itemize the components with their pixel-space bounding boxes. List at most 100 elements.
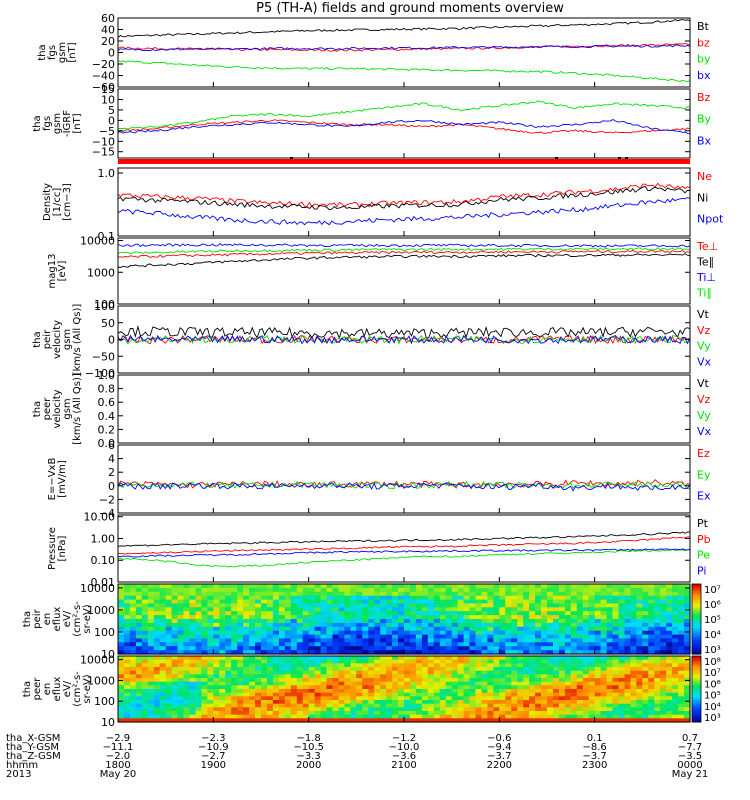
- heatmap-cell: [141, 714, 149, 719]
- heatmap-cell: [344, 692, 351, 697]
- heatmap-cell: [392, 711, 399, 716]
- heatmap-cell: [344, 689, 351, 694]
- heatmap-cell: [606, 714, 614, 719]
- heatmap-cell: [231, 656, 238, 661]
- heatmap-cell: [475, 700, 483, 705]
- heatmap-cell: [278, 611, 286, 616]
- heatmap-cell: [451, 667, 459, 672]
- heatmap-cell: [278, 692, 286, 697]
- heatmap-cell: [427, 696, 435, 701]
- heatmap-cell: [463, 642, 471, 647]
- colorbar-cell: [692, 631, 701, 634]
- heatmap-cell: [124, 681, 131, 686]
- heatmap-cell: [350, 646, 357, 651]
- heatmap-cell: [225, 656, 232, 661]
- heatmap-cell: [433, 642, 441, 647]
- heatmap-cell: [374, 681, 381, 686]
- heatmap-cell: [278, 607, 286, 612]
- heatmap-cell: [505, 646, 512, 651]
- heatmap-cell: [225, 685, 232, 690]
- heatmap-cell: [433, 689, 441, 694]
- heatmap-cell: [475, 714, 483, 719]
- heatmap-cell: [678, 692, 685, 697]
- heatmap-cell: [272, 619, 280, 624]
- heatmap-cell: [481, 711, 489, 716]
- heatmap-cell: [118, 630, 125, 636]
- heatmap-cell: [421, 650, 429, 655]
- heatmap-cell: [517, 689, 524, 694]
- heatmap-cell: [147, 663, 155, 668]
- heatmap-cell: [249, 642, 256, 647]
- xaxis-value: −10.5: [293, 742, 324, 753]
- heatmap-cell: [267, 703, 274, 708]
- heatmap-cell: [463, 667, 471, 672]
- heatmap-cell: [207, 685, 214, 690]
- ytick-label: 1.00: [91, 532, 116, 545]
- heatmap-cell: [129, 599, 137, 605]
- heatmap-cell: [511, 663, 518, 668]
- heatmap-cell: [392, 611, 399, 616]
- heatmap-cell: [529, 703, 536, 708]
- heatmap-cell: [386, 692, 393, 697]
- heatmap-cell: [386, 663, 393, 668]
- heatmap-cell: [654, 707, 661, 712]
- heatmap-cell: [219, 642, 226, 647]
- heatmap-cell: [255, 626, 262, 632]
- heatmap-cell: [475, 656, 483, 661]
- heatmap-cell: [564, 714, 572, 719]
- heatmap-cell: [564, 656, 572, 661]
- heatmap-cell: [195, 696, 203, 701]
- heatmap-cell: [511, 692, 518, 697]
- heatmap-cell: [523, 696, 530, 701]
- heatmap-cell: [386, 634, 393, 640]
- heatmap-cell: [302, 656, 310, 661]
- heatmap-cell: [362, 595, 369, 601]
- heatmap-cell: [594, 711, 602, 716]
- heatmap-cell: [302, 587, 310, 593]
- heatmap-cell: [380, 718, 387, 723]
- heatmap-cell: [648, 663, 655, 668]
- heatmap-cell: [249, 626, 256, 632]
- heatmap-cell: [558, 591, 566, 597]
- heatmap-cell: [469, 607, 477, 612]
- heatmap-cell: [535, 674, 542, 679]
- heatmap-cell: [660, 696, 667, 701]
- heatmap-cell: [427, 584, 435, 589]
- heatmap-cell: [481, 626, 489, 632]
- heatmap-cell: [553, 659, 560, 664]
- heatmap-cell: [308, 700, 316, 705]
- heatmap-cell: [290, 599, 298, 605]
- heatmap-cell: [165, 587, 173, 593]
- heatmap-cell: [350, 659, 357, 664]
- heatmap-cell: [582, 696, 590, 701]
- heatmap-cell: [356, 587, 363, 593]
- heatmap-cell: [350, 711, 357, 716]
- heatmap-cell: [225, 670, 232, 675]
- heatmap-cell: [439, 603, 447, 608]
- heatmap-cell: [612, 630, 620, 636]
- heatmap-cell: [523, 611, 530, 616]
- heatmap-cell: [249, 718, 256, 723]
- heatmap-cell: [421, 619, 429, 624]
- heatmap-cell: [499, 656, 506, 661]
- heatmap-cell: [290, 685, 298, 690]
- heatmap-cell: [189, 584, 197, 589]
- heatmap-cell: [505, 674, 512, 679]
- ylabel-line: Pressure: [47, 527, 58, 570]
- heatmap-cell: [570, 619, 578, 624]
- heatmap-cell: [445, 595, 453, 601]
- heatmap-cell: [564, 663, 572, 668]
- heatmap-cell: [290, 692, 298, 697]
- heatmap-cell: [421, 615, 429, 620]
- heatmap-cell: [171, 584, 179, 589]
- heatmap-cell: [648, 638, 655, 643]
- heatmap-cell: [398, 681, 405, 686]
- heatmap-cell: [141, 611, 149, 616]
- heatmap-cell: [386, 703, 393, 708]
- heatmap-cell: [368, 670, 375, 675]
- heatmap-cell: [535, 611, 542, 616]
- heatmap-cell: [302, 599, 310, 605]
- heatmap-cell: [350, 626, 357, 632]
- x-axis-labels: tha_X-GSMtha_Y-GSMtha_Z-GSMhhmm2013−2.9−…: [6, 733, 708, 780]
- heatmap-cell: [582, 646, 590, 651]
